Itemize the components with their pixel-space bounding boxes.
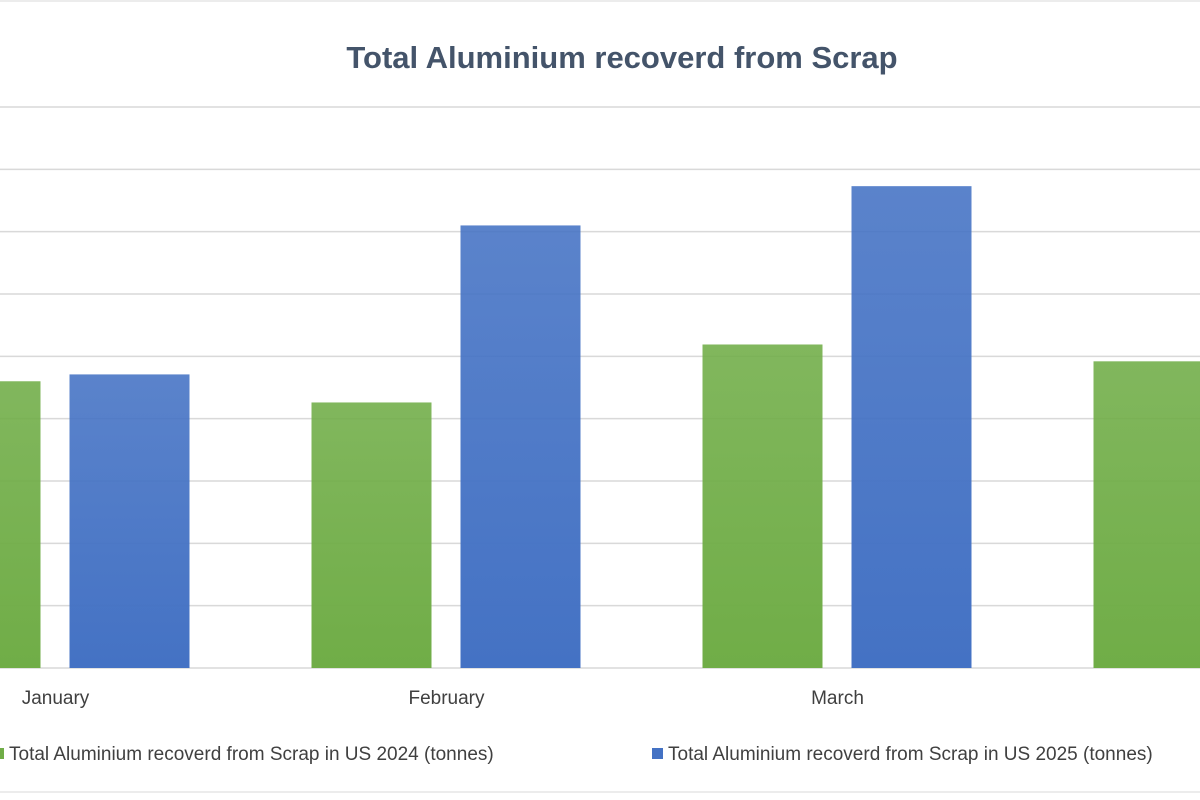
x-tick-label: March	[811, 688, 864, 709]
bar	[311, 402, 432, 668]
chart-title: Total Aluminium recoverd from Scrap	[346, 40, 897, 75]
legend-label: Total Aluminium recoverd from Scrap in U…	[9, 744, 494, 765]
legend-swatch	[0, 748, 4, 759]
bar	[460, 225, 581, 668]
legend-label: Total Aluminium recoverd from Scrap in U…	[668, 744, 1153, 765]
bar	[1093, 361, 1200, 668]
bar	[702, 344, 823, 668]
x-tick-label: February	[408, 688, 485, 709]
bar	[851, 186, 972, 668]
bar	[0, 381, 41, 668]
bar	[69, 374, 190, 668]
legend-swatch	[652, 748, 663, 759]
x-tick-label: January	[22, 688, 90, 709]
